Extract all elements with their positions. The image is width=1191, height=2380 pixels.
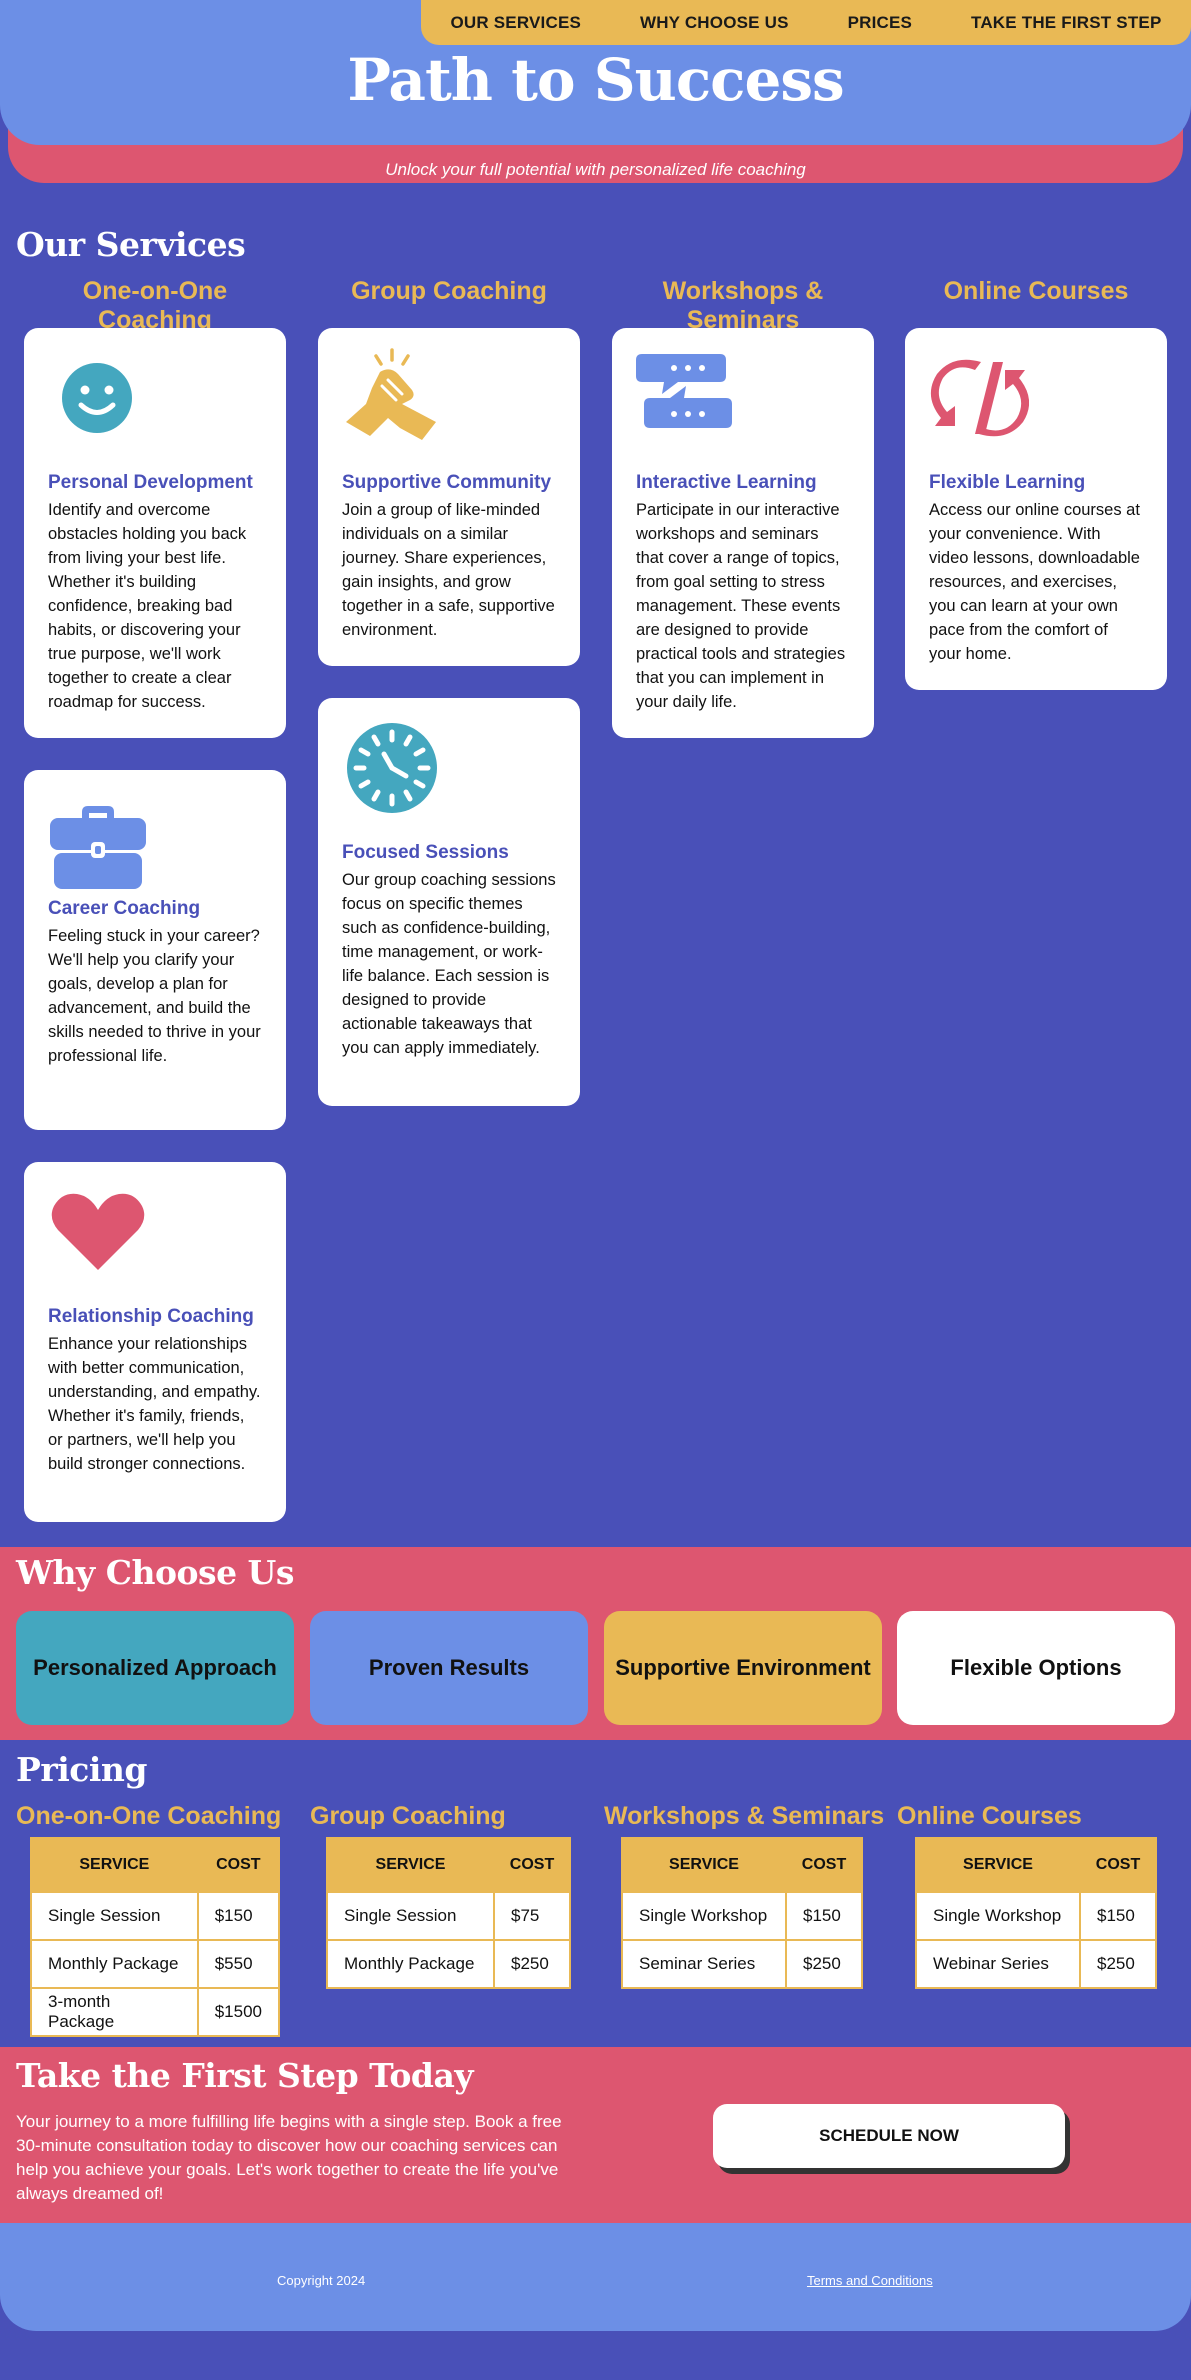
table-cell: Single Workshop bbox=[621, 1891, 787, 1941]
table-row: Single Workshop $150 bbox=[915, 1891, 1157, 1941]
table-cell: Seminar Series bbox=[621, 1939, 787, 1989]
nav-prices[interactable]: PRICES bbox=[847, 12, 913, 32]
service-card: Personal Development Identify and overco… bbox=[24, 328, 286, 738]
top-navigation: OUR SERVICES WHY CHOOSE US PRICES TAKE T… bbox=[421, 0, 1191, 45]
service-card-text: Access our online courses at your conven… bbox=[929, 501, 1140, 663]
table-row: Webinar Series $250 bbox=[915, 1939, 1157, 1989]
handshake-icon bbox=[346, 348, 436, 440]
table-cell: $150 bbox=[785, 1891, 863, 1941]
column-header: SERVICE bbox=[326, 1837, 495, 1893]
schedule-now-button[interactable]: SCHEDULE NOW bbox=[713, 2104, 1065, 2168]
service-card: Supportive Community Join a group of lik… bbox=[318, 328, 580, 666]
pricing-group-heading: Workshops & Seminars bbox=[604, 1802, 885, 1830]
table-row: Single Session $75 bbox=[326, 1891, 571, 1941]
table-cell: $1500 bbox=[196, 1987, 281, 2037]
table-cell: $150 bbox=[1079, 1891, 1157, 1941]
table-cell: $250 bbox=[785, 1939, 863, 1989]
clock-icon bbox=[347, 723, 437, 813]
column-header: SERVICE bbox=[621, 1837, 787, 1893]
service-card: Focused Sessions Our group coaching sess… bbox=[318, 698, 580, 1106]
cta-text: Your journey to a more fulfilling life b… bbox=[16, 2112, 562, 2203]
service-card-title: Supportive Community bbox=[342, 472, 552, 493]
table-cell: Webinar Series bbox=[915, 1939, 1081, 1989]
service-card-title: Flexible Learning bbox=[929, 472, 1086, 493]
terms-link[interactable]: Terms and Conditions bbox=[807, 2273, 933, 2288]
service-card-text: Participate in our interactive workshops… bbox=[636, 501, 846, 711]
footer: Copyright 2024 Terms and Conditions bbox=[0, 2223, 1191, 2331]
table-header-row: SERVICE COST bbox=[915, 1837, 1157, 1893]
pricing-group-heading: One-on-One Coaching bbox=[16, 1802, 282, 1830]
table-cell: $150 bbox=[196, 1891, 281, 1941]
table-row: Monthly Package $550 bbox=[30, 1939, 281, 1989]
service-card-title: Focused Sessions bbox=[342, 842, 509, 863]
pricing-section-title: Pricing bbox=[16, 1750, 147, 1789]
nav-why-choose-us[interactable]: WHY CHOOSE US bbox=[639, 12, 789, 32]
pricing-group-heading: Online Courses bbox=[897, 1802, 1082, 1830]
table-cell: Monthly Package bbox=[30, 1939, 199, 1989]
table-row: Seminar Series $250 bbox=[621, 1939, 863, 1989]
copyright-text: Copyright 2024 bbox=[277, 2273, 366, 2288]
why-section-title: Why Choose Us bbox=[16, 1553, 294, 1592]
pricing-table-group: SERVICE COST Single Session $75 Monthly … bbox=[326, 1837, 571, 1989]
column-header: COST bbox=[493, 1837, 571, 1893]
pricing-table-workshops: SERVICE COST Single Workshop $150 Semina… bbox=[621, 1837, 863, 1989]
why-item-flexible: Flexible Options bbox=[897, 1611, 1175, 1725]
page-title: Path to Success bbox=[347, 46, 844, 114]
table-cell: $75 bbox=[493, 1891, 571, 1941]
table-cell: Single Session bbox=[326, 1891, 495, 1941]
smiley-face-icon bbox=[62, 363, 132, 433]
services-column-heading: Workshops & Seminars bbox=[662, 277, 824, 334]
service-card: Relationship Coaching Enhance your relat… bbox=[24, 1162, 286, 1522]
services-column-heading: One-on-One Coaching bbox=[82, 277, 228, 334]
table-row: Single Session $150 bbox=[30, 1891, 281, 1941]
service-card-text: Feeling stuck in your career? We'll help… bbox=[48, 927, 261, 1065]
briefcase-icon bbox=[50, 806, 146, 889]
table-cell: Single Workshop bbox=[915, 1891, 1081, 1941]
column-header: SERVICE bbox=[915, 1837, 1081, 1893]
service-card: Flexible Learning Access our online cour… bbox=[905, 328, 1167, 690]
table-header-row: SERVICE COST bbox=[30, 1837, 281, 1893]
service-card-title: Personal Development bbox=[48, 472, 253, 493]
table-cell: $250 bbox=[1079, 1939, 1157, 1989]
services-column-heading: Online Courses bbox=[943, 277, 1129, 305]
column-header: COST bbox=[785, 1837, 863, 1893]
chat-bubbles-icon bbox=[636, 354, 732, 428]
nav-our-services[interactable]: OUR SERVICES bbox=[450, 12, 582, 32]
service-card-text: Enhance your relationships with better c… bbox=[48, 1335, 261, 1473]
why-item-personalized: Personalized Approach bbox=[16, 1611, 294, 1725]
service-card-text: Join a group of like-minded individuals … bbox=[342, 501, 555, 639]
services-column-heading: Group Coaching bbox=[351, 277, 547, 305]
why-item-supportive: Supportive Environment bbox=[604, 1611, 882, 1725]
table-row: 3-month Package $1500 bbox=[30, 1987, 281, 2037]
service-card-text: Identify and overcome obstacles holding … bbox=[48, 501, 247, 711]
heart-icon bbox=[51, 1193, 145, 1270]
table-row: Single Workshop $150 bbox=[621, 1891, 863, 1941]
why-item-proven-results: Proven Results bbox=[310, 1611, 588, 1725]
column-header: COST bbox=[1079, 1837, 1157, 1893]
nav-take-first-step[interactable]: TAKE THE FIRST STEP bbox=[971, 12, 1162, 32]
column-header: COST bbox=[196, 1837, 281, 1893]
service-card-title: Career Coaching bbox=[48, 898, 201, 919]
service-card: Career Coaching Feeling stuck in your ca… bbox=[24, 770, 286, 1130]
table-header-row: SERVICE COST bbox=[621, 1837, 863, 1893]
table-cell: Single Session bbox=[30, 1891, 199, 1941]
services-section-title: Our Services bbox=[16, 225, 246, 264]
pricing-table-one-on-one: SERVICE COST Single Session $150 Monthly… bbox=[30, 1837, 281, 2037]
table-row: Monthly Package $250 bbox=[326, 1939, 571, 1989]
service-card-title: Relationship Coaching bbox=[48, 1306, 254, 1327]
pricing-group-heading: Group Coaching bbox=[310, 1802, 506, 1830]
pricing-table-online: SERVICE COST Single Workshop $150 Webina… bbox=[915, 1837, 1157, 1989]
table-cell: Monthly Package bbox=[326, 1939, 495, 1989]
cta-title: Take the First Step Today bbox=[16, 2056, 474, 2095]
hero-subtitle: Unlock your full potential with personal… bbox=[385, 160, 806, 179]
service-card-text: Our group coaching sessions focus on spe… bbox=[342, 871, 556, 1057]
service-card-title: Interactive Learning bbox=[636, 472, 817, 493]
sync-arrows-icon bbox=[930, 359, 1029, 437]
table-header-row: SERVICE COST bbox=[326, 1837, 571, 1893]
table-cell: 3-month Package bbox=[30, 1987, 199, 2037]
column-header: SERVICE bbox=[30, 1837, 199, 1893]
service-card: Interactive Learning Participate in our … bbox=[612, 328, 874, 738]
table-cell: $250 bbox=[493, 1939, 571, 1989]
table-cell: $550 bbox=[196, 1939, 281, 1989]
